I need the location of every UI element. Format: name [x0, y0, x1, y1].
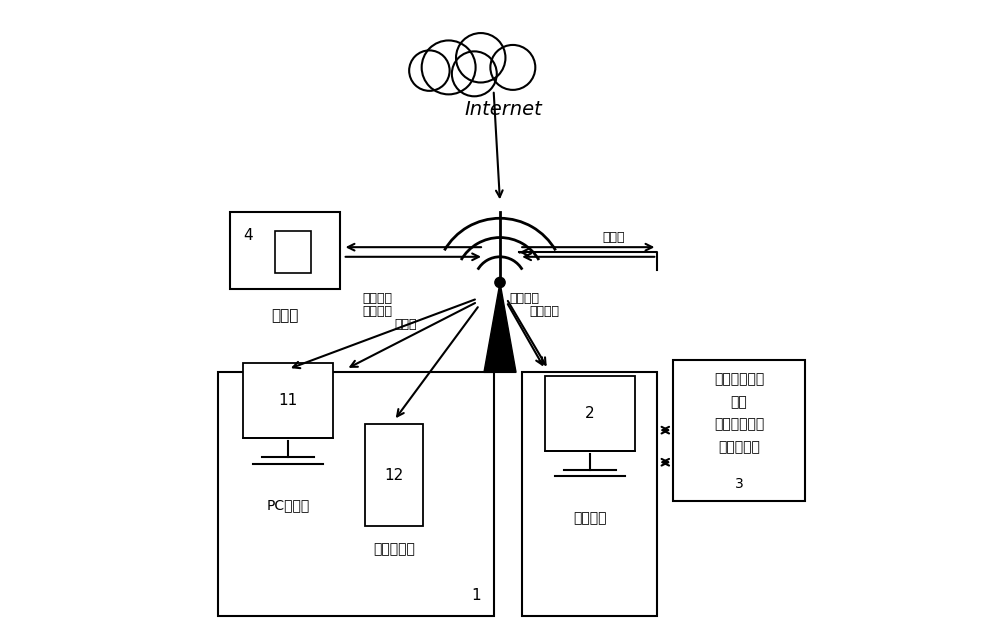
Text: 文件传输: 文件传输: [362, 305, 392, 318]
Text: 事件请求: 事件请求: [510, 292, 540, 305]
Circle shape: [422, 40, 476, 94]
Text: 文件传输: 文件传输: [529, 305, 559, 318]
FancyBboxPatch shape: [522, 372, 657, 616]
FancyBboxPatch shape: [243, 363, 333, 438]
FancyBboxPatch shape: [545, 376, 635, 451]
Text: 4: 4: [243, 228, 253, 243]
Circle shape: [456, 33, 505, 82]
Text: 细胞培养箱环: 细胞培养箱环: [714, 417, 764, 431]
Polygon shape: [484, 282, 516, 372]
Text: 显微镜成像系: 显微镜成像系: [714, 372, 764, 386]
FancyBboxPatch shape: [365, 424, 423, 526]
Text: PC客户端: PC客户端: [267, 498, 310, 512]
Text: 12: 12: [384, 467, 404, 483]
Text: 3: 3: [735, 477, 744, 491]
Text: 视频流: 视频流: [394, 318, 417, 331]
Text: 统与: 统与: [731, 395, 748, 409]
Circle shape: [495, 277, 505, 288]
Text: 移动客户端: 移动客户端: [373, 542, 415, 557]
Text: 服务器端: 服务器端: [573, 511, 607, 525]
Text: 11: 11: [279, 393, 298, 408]
FancyBboxPatch shape: [230, 212, 340, 289]
Text: 视频流: 视频流: [603, 231, 625, 244]
Text: Internet: Internet: [464, 100, 542, 119]
Text: 2: 2: [585, 406, 595, 421]
Circle shape: [409, 51, 450, 91]
Circle shape: [490, 45, 535, 90]
FancyBboxPatch shape: [275, 231, 311, 273]
Text: 1: 1: [471, 589, 481, 603]
Text: 境控制系统: 境控制系统: [718, 440, 760, 454]
FancyBboxPatch shape: [673, 360, 805, 501]
FancyBboxPatch shape: [218, 372, 494, 616]
Text: 路由器: 路由器: [271, 308, 299, 323]
Circle shape: [452, 51, 497, 96]
Text: 事件请求: 事件请求: [362, 292, 392, 305]
